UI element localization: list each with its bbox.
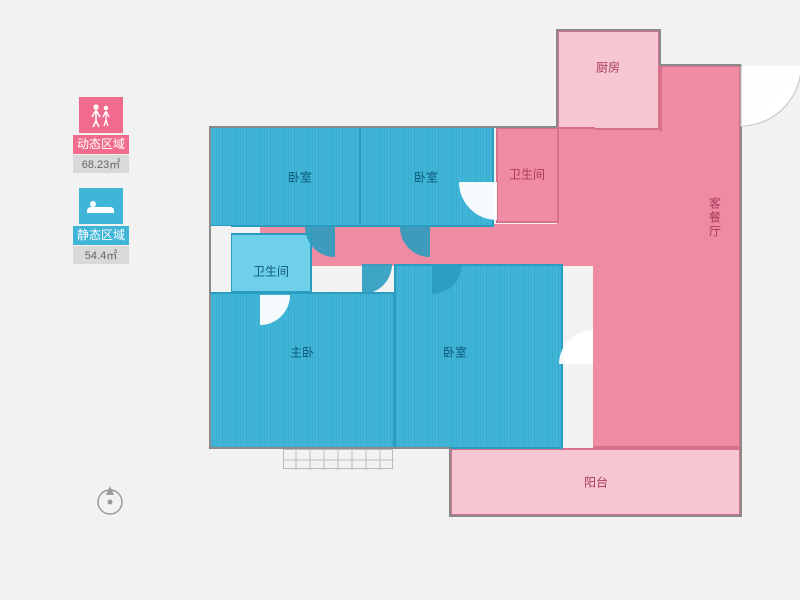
railing [283,449,393,469]
sleep-icon [79,188,123,224]
label-kitchen: 厨房 [596,59,620,76]
label-bath1: 卫生间 [509,166,545,183]
room-kitchen [557,30,660,130]
legend-dynamic-label: 动态区域 [73,135,129,154]
room-living-main [593,130,741,448]
label-master: 主卧 [290,344,314,361]
label-balcony: 阳台 [584,474,608,491]
legend-static: 静态区域 54.4㎡ [73,188,129,264]
legend-dynamic-value: 68.23㎡ [73,155,129,173]
compass-icon [90,480,130,525]
room-living-top [660,65,741,132]
label-bed3: 卧室 [443,344,467,361]
people-icon [79,97,123,133]
floor-plan-canvas: 动态区域 68.23㎡ 静态区域 54.4㎡ 厨房 客餐厅 [0,0,800,600]
legend-static-label: 静态区域 [73,226,129,245]
legend-static-value: 54.4㎡ [73,246,129,264]
label-bed1: 卧室 [288,169,312,186]
label-living: 客餐厅 [707,197,724,239]
legend-dynamic: 动态区域 68.23㎡ [73,97,129,173]
label-bath2: 卫生间 [253,263,289,280]
room-living-fill [557,127,595,224]
label-bed2: 卧室 [414,169,438,186]
room-corridor [260,224,596,266]
